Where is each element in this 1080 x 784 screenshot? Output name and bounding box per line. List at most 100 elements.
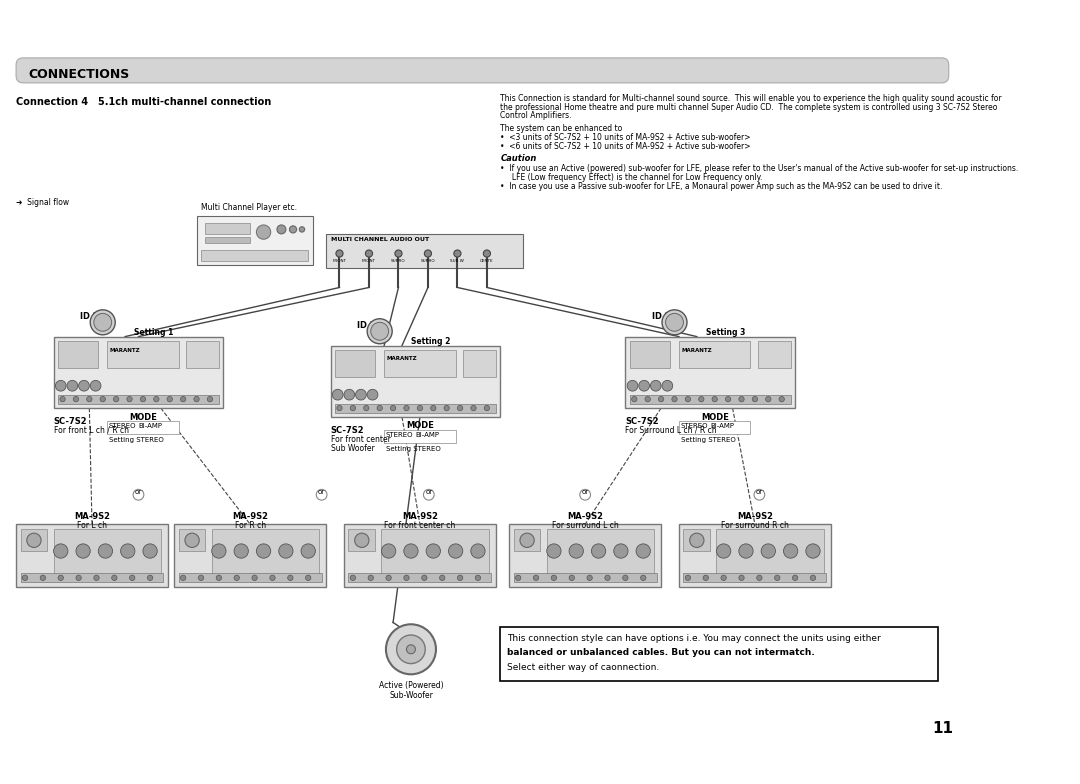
Text: MA-9S2: MA-9S2 [75, 512, 110, 521]
Bar [679, 524, 831, 586]
Circle shape [207, 397, 213, 402]
Circle shape [613, 544, 629, 558]
Circle shape [234, 575, 240, 580]
Circle shape [662, 310, 687, 335]
Text: LFE (Low frequency Effect) is the channel for Low Frequency only.: LFE (Low frequency Effect) is the channe… [500, 173, 762, 182]
Text: or: or [582, 489, 589, 495]
Circle shape [690, 533, 704, 547]
Bar [186, 341, 219, 368]
Circle shape [54, 544, 68, 558]
Circle shape [199, 575, 204, 580]
Text: SC-7S2: SC-7S2 [54, 417, 87, 426]
Text: For Surround L ch / R ch: For Surround L ch / R ch [625, 426, 717, 435]
Circle shape [386, 575, 391, 580]
Circle shape [424, 250, 432, 257]
Circle shape [580, 489, 591, 500]
Circle shape [672, 397, 677, 402]
Bar [16, 524, 168, 586]
Circle shape [627, 380, 638, 391]
Circle shape [355, 390, 366, 400]
Circle shape [140, 397, 146, 402]
Text: CONNECTIONS: CONNECTIONS [28, 68, 130, 82]
Circle shape [381, 544, 395, 558]
Circle shape [58, 575, 64, 580]
Circle shape [333, 390, 343, 400]
Circle shape [519, 533, 535, 547]
Text: For L ch: For L ch [77, 521, 107, 530]
Circle shape [377, 405, 382, 411]
Circle shape [592, 544, 606, 558]
Text: SUB W: SUB W [450, 259, 464, 263]
Text: STEREO: STEREO [386, 432, 414, 438]
Bar [514, 573, 657, 583]
Text: FRONT: FRONT [333, 259, 347, 263]
Circle shape [59, 397, 65, 402]
Text: or: or [134, 488, 143, 496]
Circle shape [126, 397, 132, 402]
Circle shape [569, 544, 583, 558]
Circle shape [306, 575, 311, 580]
Text: •  <6 units of SC-7S2 + 10 units of MA-9S2 + Active sub-woofer>: • <6 units of SC-7S2 + 10 units of MA-9S… [500, 142, 751, 151]
Circle shape [194, 397, 199, 402]
Bar [462, 350, 496, 377]
Circle shape [395, 250, 402, 257]
Text: SC-7S2: SC-7S2 [330, 426, 364, 435]
Text: For surround L ch: For surround L ch [552, 521, 619, 530]
Circle shape [180, 397, 186, 402]
Circle shape [73, 397, 79, 402]
Circle shape [343, 390, 354, 400]
Text: MODE: MODE [701, 412, 729, 422]
Bar [335, 404, 496, 412]
Circle shape [133, 489, 144, 500]
Circle shape [475, 575, 481, 580]
Circle shape [365, 250, 373, 257]
Circle shape [404, 544, 418, 558]
Bar [510, 524, 661, 586]
Bar [349, 573, 491, 583]
Bar [205, 238, 251, 243]
Bar [684, 528, 711, 551]
Circle shape [793, 575, 798, 580]
Text: or: or [581, 488, 590, 496]
Bar [716, 528, 824, 578]
Bar [58, 394, 219, 404]
Text: MARANTZ: MARANTZ [387, 357, 417, 361]
Text: MULTI CHANNEL AUDIO OUT: MULTI CHANNEL AUDIO OUT [330, 237, 429, 241]
Bar [21, 528, 48, 551]
Circle shape [471, 544, 485, 558]
Circle shape [79, 380, 90, 391]
Circle shape [569, 575, 575, 580]
Bar [546, 528, 654, 578]
Circle shape [721, 575, 727, 580]
Circle shape [757, 575, 762, 580]
Text: Connection 4: Connection 4 [16, 97, 89, 107]
Circle shape [55, 380, 66, 391]
Circle shape [212, 544, 226, 558]
Text: Setting STEREO: Setting STEREO [109, 437, 164, 443]
Circle shape [726, 397, 731, 402]
Circle shape [484, 250, 490, 257]
Circle shape [111, 575, 117, 580]
Text: ID NO.: ID NO. [80, 311, 110, 321]
Circle shape [279, 544, 293, 558]
Circle shape [252, 575, 257, 580]
Text: Setting 2: Setting 2 [411, 336, 450, 346]
Bar [349, 528, 375, 551]
Circle shape [605, 575, 610, 580]
Text: For front center: For front center [330, 435, 391, 444]
Circle shape [270, 575, 275, 580]
Text: MODE: MODE [130, 412, 158, 422]
Bar [21, 573, 163, 583]
Text: For R ch: For R ch [234, 521, 266, 530]
Circle shape [448, 544, 462, 558]
Circle shape [779, 397, 784, 402]
Circle shape [287, 575, 293, 580]
Circle shape [754, 489, 765, 500]
Circle shape [404, 575, 409, 580]
Circle shape [444, 405, 449, 411]
Bar [205, 223, 251, 234]
Bar [58, 341, 98, 368]
Text: •  If you use an Active (powered) sub-woofer for LFE, please refer to the User's: • If you use an Active (powered) sub-woo… [500, 164, 1018, 173]
Text: SURRO: SURRO [391, 259, 406, 263]
Text: ID NO.: ID NO. [652, 311, 683, 321]
